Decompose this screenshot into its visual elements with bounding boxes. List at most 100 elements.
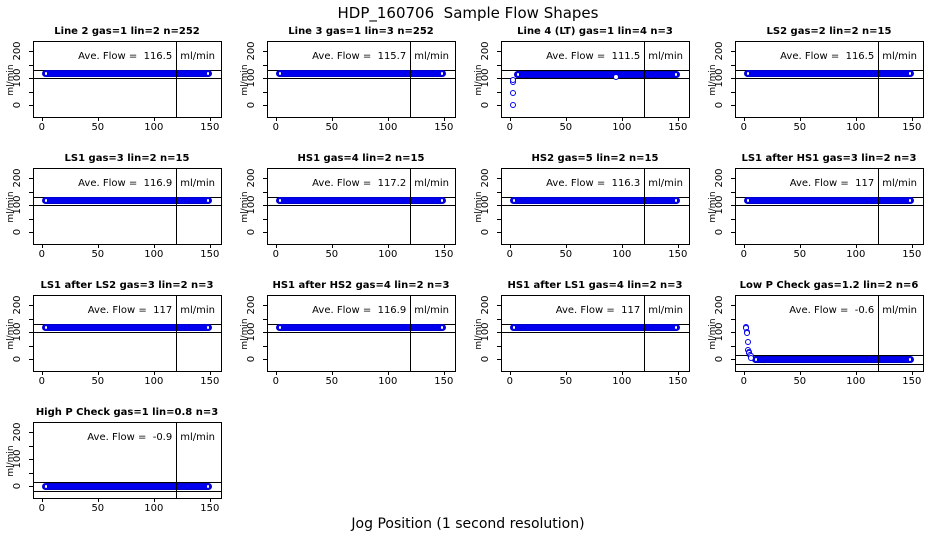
x-tick — [799, 244, 801, 248]
ave-flow-value-text: Ave. Flow = 116.5 — [780, 51, 875, 62]
y-tick-label: 0 — [714, 101, 725, 109]
x-tick — [275, 244, 277, 248]
flow-data-band — [743, 70, 915, 78]
upper-ref-line — [736, 196, 923, 198]
x-tick — [677, 117, 679, 121]
plot-area: ml/min Ave. Flow = 115.7 ml/min 0 50 100 15… — [240, 41, 456, 133]
flow-data-band — [41, 197, 213, 205]
subplot-1: Line 2 gas=1 lin=2 n=252 ml/min Ave. Flo… — [0, 17, 234, 144]
x-tick-label: 150 — [434, 122, 454, 133]
x-tick-label: 150 — [200, 249, 220, 260]
x-tick — [621, 371, 623, 375]
y-tick — [29, 205, 33, 207]
x-tick — [387, 244, 389, 248]
flow-data-band — [514, 70, 681, 78]
x-tick — [621, 244, 623, 248]
y-tick — [29, 432, 33, 434]
flow-data-band — [41, 482, 213, 490]
data-point — [748, 354, 755, 361]
x-tick — [209, 117, 211, 121]
y-tick — [263, 332, 267, 334]
y-tick-label: 200 — [246, 41, 257, 61]
x-tick — [799, 371, 801, 375]
upper-ref-line — [268, 196, 455, 198]
figure-title: HDP_160706 Sample Flow Shapes — [337, 4, 599, 22]
y-tick-label: 100 — [480, 195, 491, 215]
subplot-6: HS1 gas=4 lin=2 n=15 ml/min Ave. Flow = … — [234, 144, 468, 271]
ave-flow-value-text: Ave. Flow = 116.9 — [78, 178, 173, 189]
lower-ref-line — [736, 77, 923, 79]
y-tick-label: 100 — [714, 322, 725, 342]
subplot-3: Line 4 (LT) gas=1 lin=4 n=3 ml/min Ave. … — [468, 17, 702, 144]
y-minor-tick — [731, 218, 735, 220]
ave-flow-value-text: Ave. Flow = -0.6 — [789, 305, 875, 316]
data-point — [613, 74, 620, 81]
plot-area: ml/min Ave. Flow = 117 ml/min 0 50 100 150 0… — [474, 295, 690, 387]
jog-marker-line — [410, 296, 412, 371]
upper-ref-line — [502, 323, 689, 325]
y-tick-label: 200 — [12, 422, 23, 442]
x-axis-label: Jog Position (1 second resolution) — [351, 516, 585, 532]
ave-flow-value-text: Ave. Flow = 117.2 — [312, 178, 407, 189]
y-minor-tick — [263, 318, 267, 320]
ave-flow-unit-text: ml/min — [648, 51, 683, 62]
x-tick-label: 50 — [91, 249, 105, 260]
jog-marker-line — [644, 296, 646, 371]
x-tick-label: 150 — [902, 122, 922, 133]
jog-marker-line — [410, 169, 412, 244]
y-minor-tick — [497, 191, 501, 193]
x-tick-label: 50 — [793, 122, 807, 133]
subplot-title: Line 4 (LT) gas=1 lin=4 n=3 — [517, 26, 673, 37]
jog-marker-line — [176, 296, 178, 371]
ave-flow-unit-text: ml/min — [414, 305, 449, 316]
subplot-title: High P Check gas=1 lin=0.8 n=3 — [35, 407, 219, 418]
y-tick — [731, 51, 735, 53]
x-tick — [855, 371, 857, 375]
x-tick-label: 50 — [559, 376, 573, 387]
y-tick — [263, 305, 267, 307]
x-tick — [41, 244, 43, 248]
y-tick — [263, 231, 267, 233]
upper-ref-line — [502, 70, 689, 72]
x-tick — [743, 244, 745, 248]
y-tick — [263, 358, 267, 360]
y-tick — [731, 205, 735, 207]
x-tick — [97, 117, 99, 121]
y-tick — [731, 178, 735, 180]
subplot-10: HS1 after HS2 gas=4 lin=2 n=3 ml/min Ave… — [234, 271, 468, 398]
jog-marker-line — [176, 423, 178, 498]
x-tick — [443, 371, 445, 375]
y-minor-tick — [29, 64, 33, 66]
ave-flow-unit-text: ml/min — [180, 51, 215, 62]
x-tick — [509, 244, 511, 248]
x-tick-label: 50 — [325, 376, 339, 387]
x-tick-label: 50 — [793, 376, 807, 387]
x-tick-label: 50 — [325, 249, 339, 260]
jog-marker-line — [878, 296, 880, 371]
x-tick — [153, 117, 155, 121]
ave-flow-value-text: Ave. Flow = 111.5 — [546, 51, 641, 62]
y-tick-label: 200 — [714, 41, 725, 61]
y-tick — [731, 78, 735, 80]
y-tick — [263, 205, 267, 207]
x-tick — [565, 244, 567, 248]
upper-ref-line — [268, 69, 455, 71]
x-tick — [97, 371, 99, 375]
x-tick — [97, 244, 99, 248]
upper-ref-line — [736, 69, 923, 71]
x-tick — [275, 371, 277, 375]
y-tick-label: 100 — [480, 68, 491, 88]
plot-area: ml/min Ave. Flow = 117 ml/min 0 50 100 150 0… — [6, 295, 222, 387]
subplot-13: High P Check gas=1 lin=0.8 n=3 ml/min Av… — [0, 398, 234, 525]
subplot-7: HS2 gas=5 lin=2 n=15 ml/min Ave. Flow = … — [468, 144, 702, 271]
x-tick-label: 100 — [144, 503, 164, 514]
subplot-title: HS1 after HS2 gas=4 lin=2 n=3 — [272, 280, 450, 291]
y-tick — [29, 485, 33, 487]
x-tick-label: 0 — [740, 249, 748, 260]
x-tick-label: 0 — [740, 122, 748, 133]
plot-area: ml/min Ave. Flow = 116.9 ml/min 0 50 100 15… — [240, 295, 456, 387]
y-tick — [497, 205, 501, 207]
upper-ref-line — [34, 196, 221, 198]
data-point — [509, 101, 516, 108]
y-tick — [29, 78, 33, 80]
